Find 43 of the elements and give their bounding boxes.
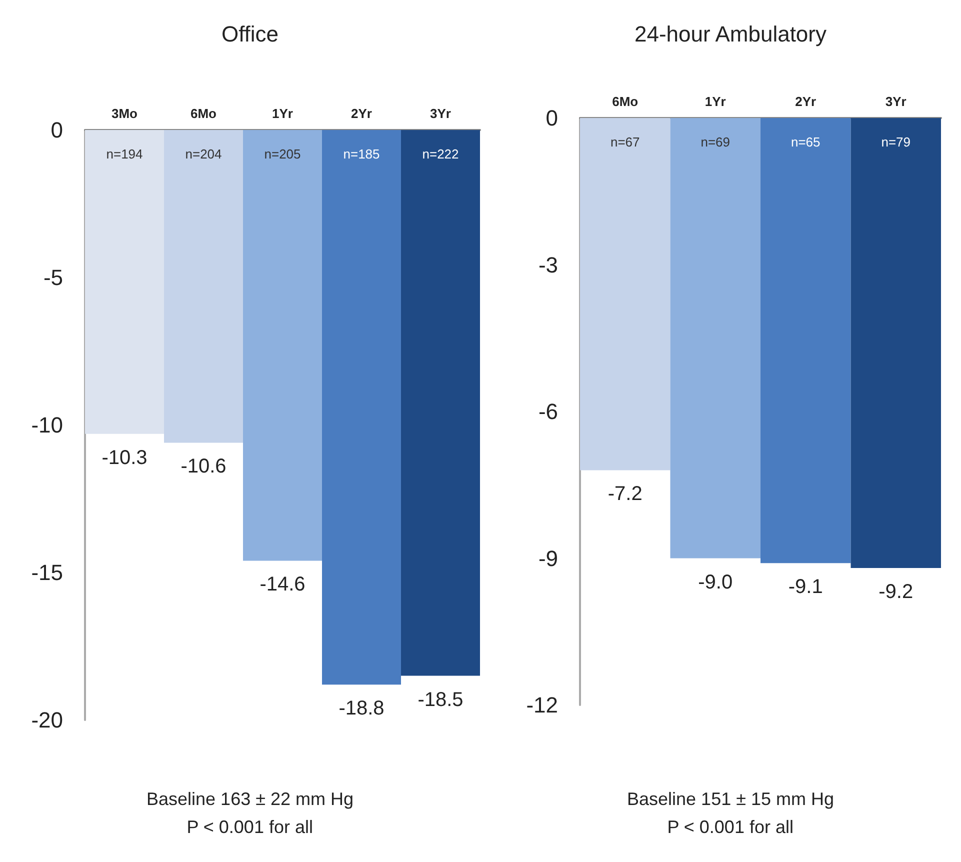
- annotation: n=204: [185, 146, 222, 162]
- x-tick-label: 1Yr: [704, 94, 726, 109]
- x-tick-label: 3Yr: [430, 106, 451, 121]
- data-label: -14.6: [260, 574, 306, 596]
- text: Baseline 151 ± 15 mm Hg: [627, 789, 834, 809]
- annotation: n=205: [264, 146, 301, 162]
- y-tick-label: -20: [31, 708, 63, 732]
- y-tick-label: 0: [50, 118, 63, 142]
- y-tick-label: -15: [31, 560, 63, 585]
- y-tick-label: -3: [538, 252, 558, 278]
- x-tick-label: 2Yr: [351, 106, 372, 121]
- x-tick-label: 1Yr: [272, 106, 293, 121]
- annotation: n=194: [106, 146, 143, 162]
- y-tick-label: -6: [538, 399, 558, 424]
- data-label: -9.1: [788, 576, 823, 598]
- data-label: -9.0: [698, 571, 733, 594]
- x-tick-label: 6Mo: [612, 94, 638, 109]
- y-tick-label: -10: [31, 412, 63, 438]
- annotation: n=222: [422, 146, 459, 162]
- annotation: n=69: [700, 134, 730, 150]
- x-tick-label: 3Mo: [112, 106, 138, 121]
- chart-title: 24-hour Ambulatory: [634, 22, 826, 46]
- y-tick-label: -9: [538, 546, 558, 571]
- data-label: -7.2: [608, 483, 642, 506]
- chart-title: Office: [221, 22, 279, 46]
- data-label: -18.8: [338, 698, 384, 720]
- text: Baseline 163 ± 22 mm Hg: [146, 789, 354, 809]
- x-tick-label: 6Mo: [190, 106, 217, 121]
- annotation: n=67: [610, 134, 640, 150]
- data-label: -18.5: [418, 688, 464, 711]
- annotation: n=65: [790, 134, 820, 150]
- y-tick-label: -5: [43, 265, 63, 290]
- annotation: n=185: [343, 146, 380, 162]
- x-tick-label: 2Yr: [795, 94, 816, 109]
- text: P < 0.001 for all: [186, 817, 313, 837]
- data-label: -9.2: [878, 581, 914, 604]
- annotation: n=79: [881, 134, 911, 150]
- text: P < 0.001 for all: [667, 817, 794, 837]
- y-tick-label: 0: [546, 106, 558, 130]
- data-label: -10.6: [180, 456, 226, 478]
- y-tick-label: -12: [526, 692, 558, 718]
- data-label: -10.3: [102, 446, 148, 469]
- x-tick-label: 3Yr: [885, 94, 906, 109]
